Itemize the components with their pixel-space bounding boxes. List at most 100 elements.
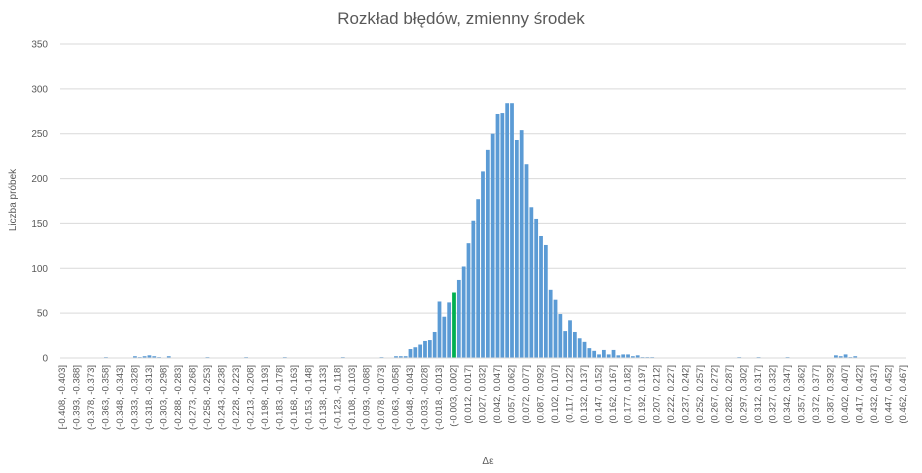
- bars: [104, 103, 858, 359]
- x-tick-label: (0.447, 0.452]: [884, 365, 895, 424]
- bar: [606, 354, 611, 358]
- x-tick-label: (0.297, 0.302]: [739, 365, 750, 424]
- y-axis-label: Liczba próbek: [8, 168, 19, 231]
- bar: [495, 113, 500, 358]
- bar: [616, 355, 621, 358]
- bar: [529, 207, 534, 358]
- bar: [505, 103, 510, 359]
- x-tick-label: (-0.393, -0.388]: [71, 365, 82, 430]
- x-tick-label: (0.147, 0.152]: [594, 365, 605, 424]
- x-tick-label: (0.282, 0.287]: [724, 365, 735, 424]
- y-tick-label: 50: [37, 309, 49, 320]
- bar: [524, 164, 529, 358]
- bar: [442, 316, 447, 358]
- x-tick-label: (0.162, 0.167]: [608, 365, 619, 424]
- x-tick-label: (0.117, 0.122]: [565, 365, 576, 423]
- x-tick-label: (-0.213, -0.208]: [245, 365, 256, 430]
- bar: [147, 355, 152, 358]
- y-tick-label: 250: [31, 129, 48, 140]
- bar: [543, 244, 548, 358]
- x-tick-label: (0.387, 0.392]: [826, 365, 837, 424]
- x-tick-label: (0.177, 0.182]: [623, 365, 634, 424]
- x-tick-label: (0.012, 0.017]: [463, 365, 474, 424]
- bar: [398, 356, 403, 358]
- x-tick-label: (0.432, 0.437]: [869, 365, 880, 424]
- x-tick-label: [-0.408, -0.403]: [57, 365, 68, 429]
- bar: [142, 356, 147, 358]
- bar: [553, 299, 558, 358]
- bar: [423, 340, 427, 358]
- bar: [485, 149, 490, 358]
- bar: [572, 331, 577, 358]
- bar: [466, 243, 471, 358]
- x-tick-label: (0.132, 0.137]: [579, 365, 590, 424]
- x-tick-label: (-0.123, -0.118]: [332, 365, 343, 429]
- x-tick-label: (0.417, 0.422]: [855, 365, 866, 424]
- chart-title: Rozkład błędów, zmienny środek: [337, 9, 585, 28]
- x-tick-label: (-0.303, -0.298]: [158, 365, 169, 430]
- bar: [558, 314, 563, 358]
- x-tick-label: (0.267, 0.272]: [710, 365, 721, 424]
- bar: [133, 356, 137, 358]
- bar: [587, 348, 592, 358]
- bar: [834, 355, 838, 358]
- x-tick-label: (0.372, 0.377]: [811, 365, 822, 424]
- bar: [592, 350, 597, 358]
- bar: [394, 356, 398, 358]
- bar: [418, 344, 423, 358]
- x-tick-label: (0.102, 0.107]: [550, 365, 561, 424]
- bar: [166, 356, 171, 358]
- bar: [626, 354, 630, 358]
- bar: [481, 171, 485, 358]
- x-tick-label: (0.312, 0.317]: [753, 365, 764, 424]
- x-tick-label: (0.207, 0.212]: [652, 365, 663, 424]
- bar: [630, 356, 635, 358]
- x-tick-label: (0.057, 0.062]: [507, 365, 518, 424]
- bar: [447, 302, 452, 358]
- bar: [403, 356, 408, 358]
- x-tick-label: (0.027, 0.032]: [478, 365, 489, 424]
- x-tick-label: (0.042, 0.047]: [492, 365, 503, 424]
- y-tick-label: 150: [31, 219, 48, 230]
- x-tick-label: (-0.183, -0.178]: [274, 365, 285, 430]
- bar: [843, 354, 848, 358]
- x-axis-ticks: [-0.408, -0.403] (-0.393, -0.388] (-0.378,…: [57, 365, 909, 430]
- x-tick-label: (-0.288, -0.283]: [173, 365, 184, 430]
- x-tick-label: (-0.348, -0.343]: [115, 365, 126, 430]
- bar: [853, 356, 858, 358]
- x-tick-label: (0.357, 0.362]: [797, 365, 808, 424]
- x-tick-label: (0.327, 0.332]: [768, 365, 779, 424]
- x-tick-label: (-0.333, -0.328]: [129, 365, 140, 430]
- x-tick-label: (-0.108, -0.103]: [347, 365, 358, 430]
- bar: [490, 133, 495, 358]
- x-tick-label: (-0.003, 0.002]: [449, 365, 460, 427]
- x-tick-label: (-0.228, -0.223]: [231, 365, 242, 430]
- bar: [514, 139, 519, 358]
- x-tick-label: (-0.033, -0.028]: [420, 365, 431, 430]
- x-tick-label: (-0.243, -0.238]: [216, 365, 227, 430]
- bar: [519, 130, 524, 358]
- bar: [510, 103, 514, 359]
- bar: [427, 340, 432, 358]
- x-tick-label: (0.342, 0.347]: [782, 365, 793, 424]
- y-tick-label: 300: [31, 84, 48, 95]
- bar: [635, 355, 640, 358]
- bar: [471, 220, 476, 358]
- x-tick-label: (0.402, 0.407]: [840, 365, 851, 424]
- bar: [461, 266, 466, 358]
- bar: [476, 199, 481, 358]
- bar: [601, 349, 606, 358]
- bar: [432, 331, 437, 358]
- x-tick-label: (-0.093, -0.088]: [361, 365, 372, 430]
- x-tick-label: (0.462, 0.467]: [898, 365, 909, 424]
- bar: [437, 301, 442, 358]
- x-tick-label: (-0.198, -0.193]: [260, 365, 271, 430]
- bar: [611, 349, 616, 358]
- y-tick-label: 0: [42, 354, 48, 365]
- x-tick-label: (-0.168, -0.163]: [289, 365, 300, 430]
- x-tick-label: (-0.018, -0.013]: [434, 365, 445, 430]
- x-tick-label: (0.252, 0.257]: [695, 365, 706, 424]
- bar-highlighted: [452, 292, 456, 358]
- bar: [563, 331, 568, 358]
- bar: [456, 279, 461, 358]
